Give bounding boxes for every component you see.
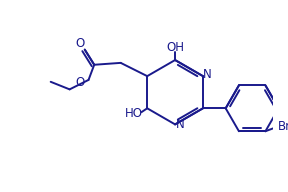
Text: N: N [203, 68, 212, 81]
Text: HO: HO [125, 107, 143, 120]
Text: O: O [75, 76, 85, 89]
Text: N: N [175, 118, 184, 131]
Text: Br: Br [278, 120, 288, 133]
Text: O: O [75, 37, 85, 50]
Text: OH: OH [166, 41, 184, 54]
